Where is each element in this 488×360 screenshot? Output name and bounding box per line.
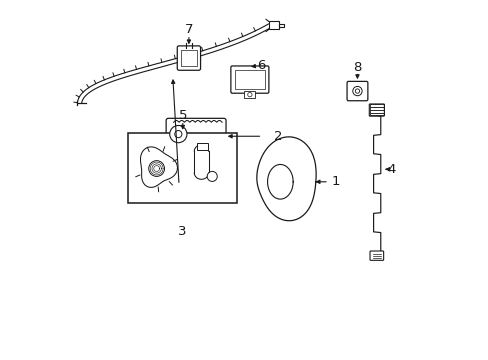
Circle shape — [352, 86, 362, 96]
Circle shape — [247, 93, 251, 97]
Text: 1: 1 — [331, 175, 340, 188]
Text: 6: 6 — [257, 59, 265, 72]
Bar — [235, 70, 264, 89]
Text: 4: 4 — [386, 163, 395, 176]
Bar — [369, 107, 383, 110]
Bar — [369, 110, 383, 113]
Bar — [278, 24, 284, 27]
FancyBboxPatch shape — [369, 251, 383, 260]
Bar — [128, 134, 237, 203]
Circle shape — [207, 171, 217, 181]
Bar — [369, 104, 383, 107]
Text: 5: 5 — [178, 109, 187, 122]
Bar — [181, 50, 196, 66]
FancyBboxPatch shape — [346, 81, 367, 101]
Circle shape — [169, 126, 186, 143]
FancyBboxPatch shape — [230, 66, 268, 93]
Bar — [197, 143, 207, 149]
Circle shape — [355, 89, 359, 93]
Circle shape — [174, 131, 182, 138]
Text: 3: 3 — [177, 225, 185, 238]
Circle shape — [148, 161, 164, 176]
Text: 8: 8 — [352, 60, 361, 73]
Bar — [244, 91, 255, 98]
Text: 7: 7 — [184, 23, 193, 36]
FancyBboxPatch shape — [166, 118, 225, 152]
Bar — [369, 113, 383, 116]
Text: 2: 2 — [274, 130, 282, 143]
FancyBboxPatch shape — [177, 46, 200, 70]
Bar — [268, 22, 278, 30]
